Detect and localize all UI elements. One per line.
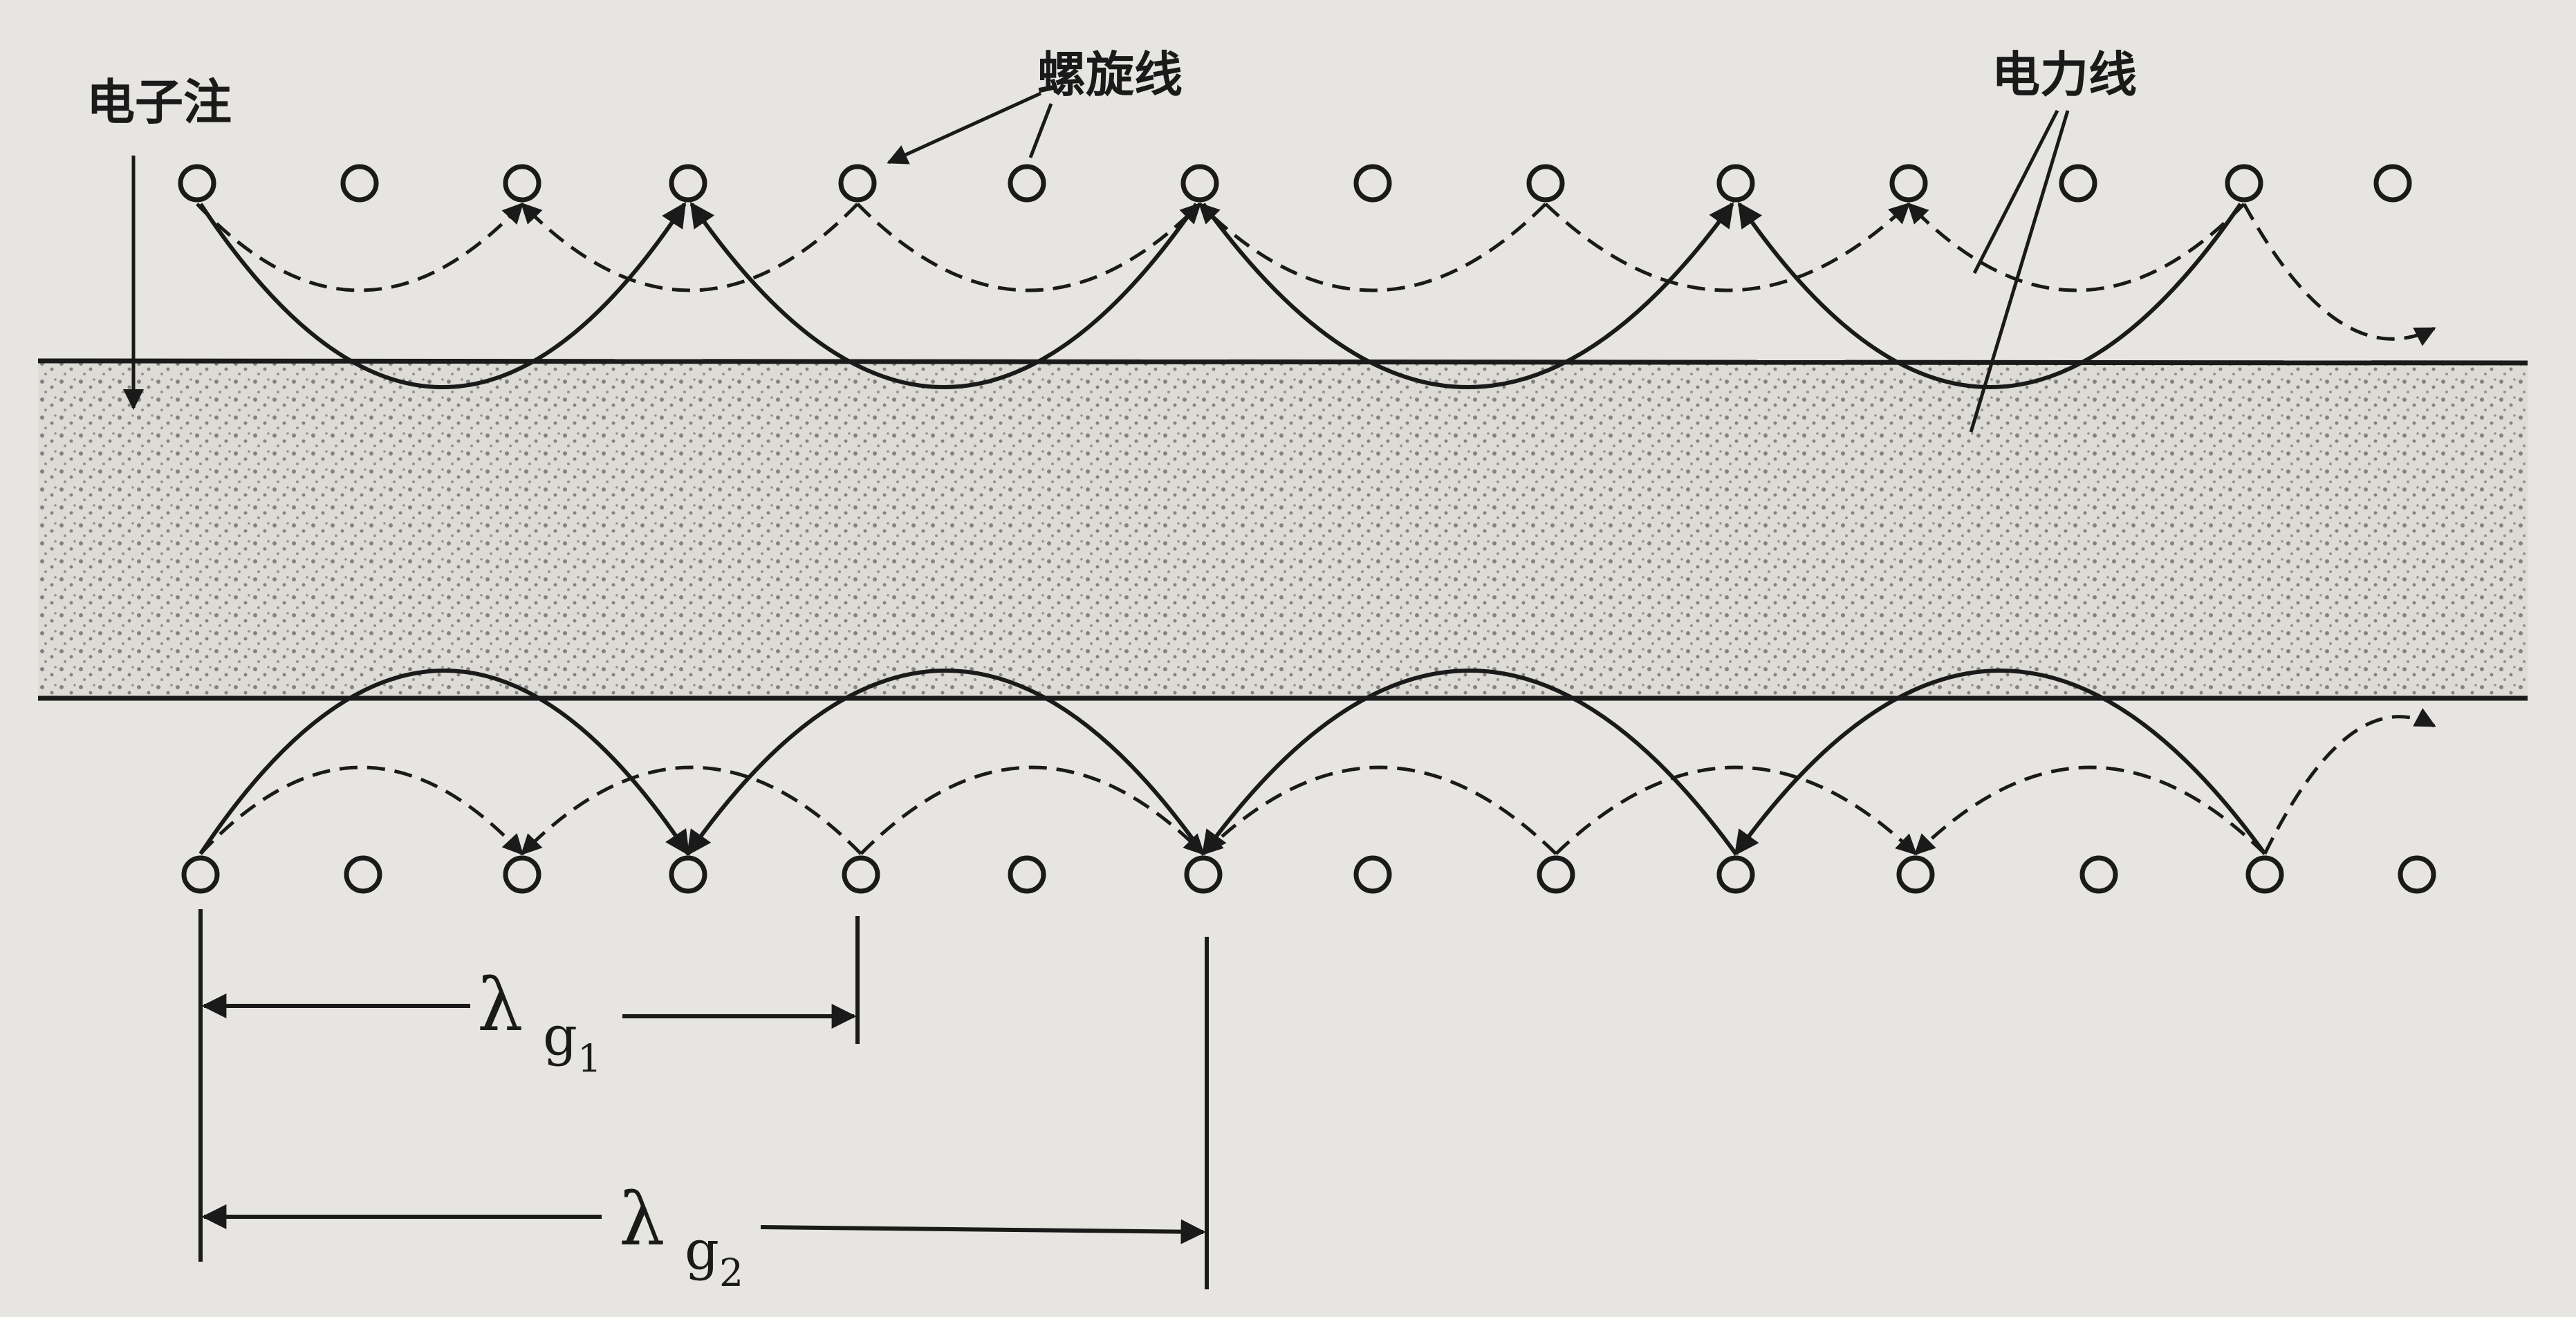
helix-top-conductor [178, 164, 216, 203]
field-line-dashed [1201, 765, 1557, 856]
field-line-dashed [2242, 203, 2436, 346]
field-line-dashed [1914, 765, 2266, 856]
field-line-solid [1201, 669, 1738, 856]
helix-top-conductor [2059, 164, 2097, 203]
field-line-dashed [520, 765, 862, 856]
helix-bottom-conductor [1896, 855, 1935, 894]
helix-top-conductor [1716, 164, 1755, 203]
field-lines-bottom [198, 669, 2436, 856]
field-line-dashed [1198, 202, 1547, 292]
helix-label: 螺旋线 [1037, 46, 1183, 103]
helix-bottom-conductor [669, 855, 707, 894]
lambda-g2-sub-letter: g [685, 1220, 719, 1282]
helix-bottom-conductor [2398, 855, 2436, 894]
lambda-g1-symbol: λ [477, 963, 523, 1047]
field-line-dashed [520, 202, 859, 292]
helix-top-conductor [340, 164, 379, 203]
helix-bottom-row [181, 855, 2436, 894]
helix-top-conductor [1008, 164, 1046, 203]
helix-bottom-conductor [2079, 855, 2118, 894]
helix-bottom-conductor [1008, 855, 1046, 894]
field-lines-label: 电力线 [1992, 46, 2137, 103]
helix-pointer-line [1028, 103, 1053, 158]
lambda-g1-sub-letter: g [543, 1005, 577, 1067]
field-line-dashed [196, 202, 524, 292]
helix-bottom-conductor [1353, 855, 1392, 894]
helix-bottom-conductor [842, 855, 880, 894]
helix-top-conductor [2373, 164, 2412, 203]
field-line-dashed [856, 202, 1202, 292]
helix-top-conductor [1353, 164, 1392, 203]
field-lines-pointer-1 [1972, 109, 2059, 274]
field-line-solid [689, 202, 1198, 389]
helix-top-conductor [2225, 164, 2263, 203]
helix-top-conductor [503, 164, 541, 203]
helix-pointer-arrow [887, 91, 1042, 165]
helix-top-conductor [1889, 164, 1928, 203]
lambda-g2-symbol: λ [619, 1177, 665, 1262]
helix-top-conductor [1526, 164, 1565, 203]
lambda-g2-right-arrow [760, 1219, 1206, 1244]
electron-beam [37, 358, 2528, 701]
field-line-solid [198, 201, 687, 389]
field-lines-pointer-2 [1969, 110, 2070, 433]
helix-bottom-conductor [503, 855, 541, 894]
lambda-g1-sub-index: 1 [577, 1036, 602, 1081]
field-line-dashed [1544, 202, 1911, 292]
helix-top-conductor [669, 164, 707, 203]
field-lines-top [196, 201, 2436, 389]
field-line-dashed [199, 765, 524, 856]
field-line-solid [1737, 202, 2243, 389]
helix-top-conductor [838, 164, 877, 203]
helix-top-row [178, 164, 2412, 203]
field-line-solid [1734, 669, 2267, 856]
helix-bottom-conductor [2245, 855, 2284, 894]
field-line-dashed [1555, 765, 1918, 856]
helix-bottom-conductor [1184, 855, 1223, 894]
beam-top-edge [37, 358, 2528, 366]
field-line-dashed [1907, 202, 2245, 292]
beam-label: 电子注 [86, 74, 232, 131]
field-line-dashed [860, 765, 1205, 856]
wavelength-markers: λ g 1 λ g 2 [198, 909, 1209, 1295]
field-line-dashed [2263, 708, 2436, 855]
helix-bottom-conductor [1537, 855, 1575, 894]
lambda-g2-sub-index: 2 [719, 1251, 743, 1295]
field-line-solid [686, 669, 1205, 856]
field-line-solid [1201, 202, 1734, 389]
helix-bottom-conductor [1716, 855, 1755, 894]
helix-bottom-conductor [344, 855, 382, 894]
field-line-solid [198, 669, 690, 856]
helix-bottom-conductor [181, 855, 220, 894]
helix-top-conductor [1180, 164, 1219, 203]
